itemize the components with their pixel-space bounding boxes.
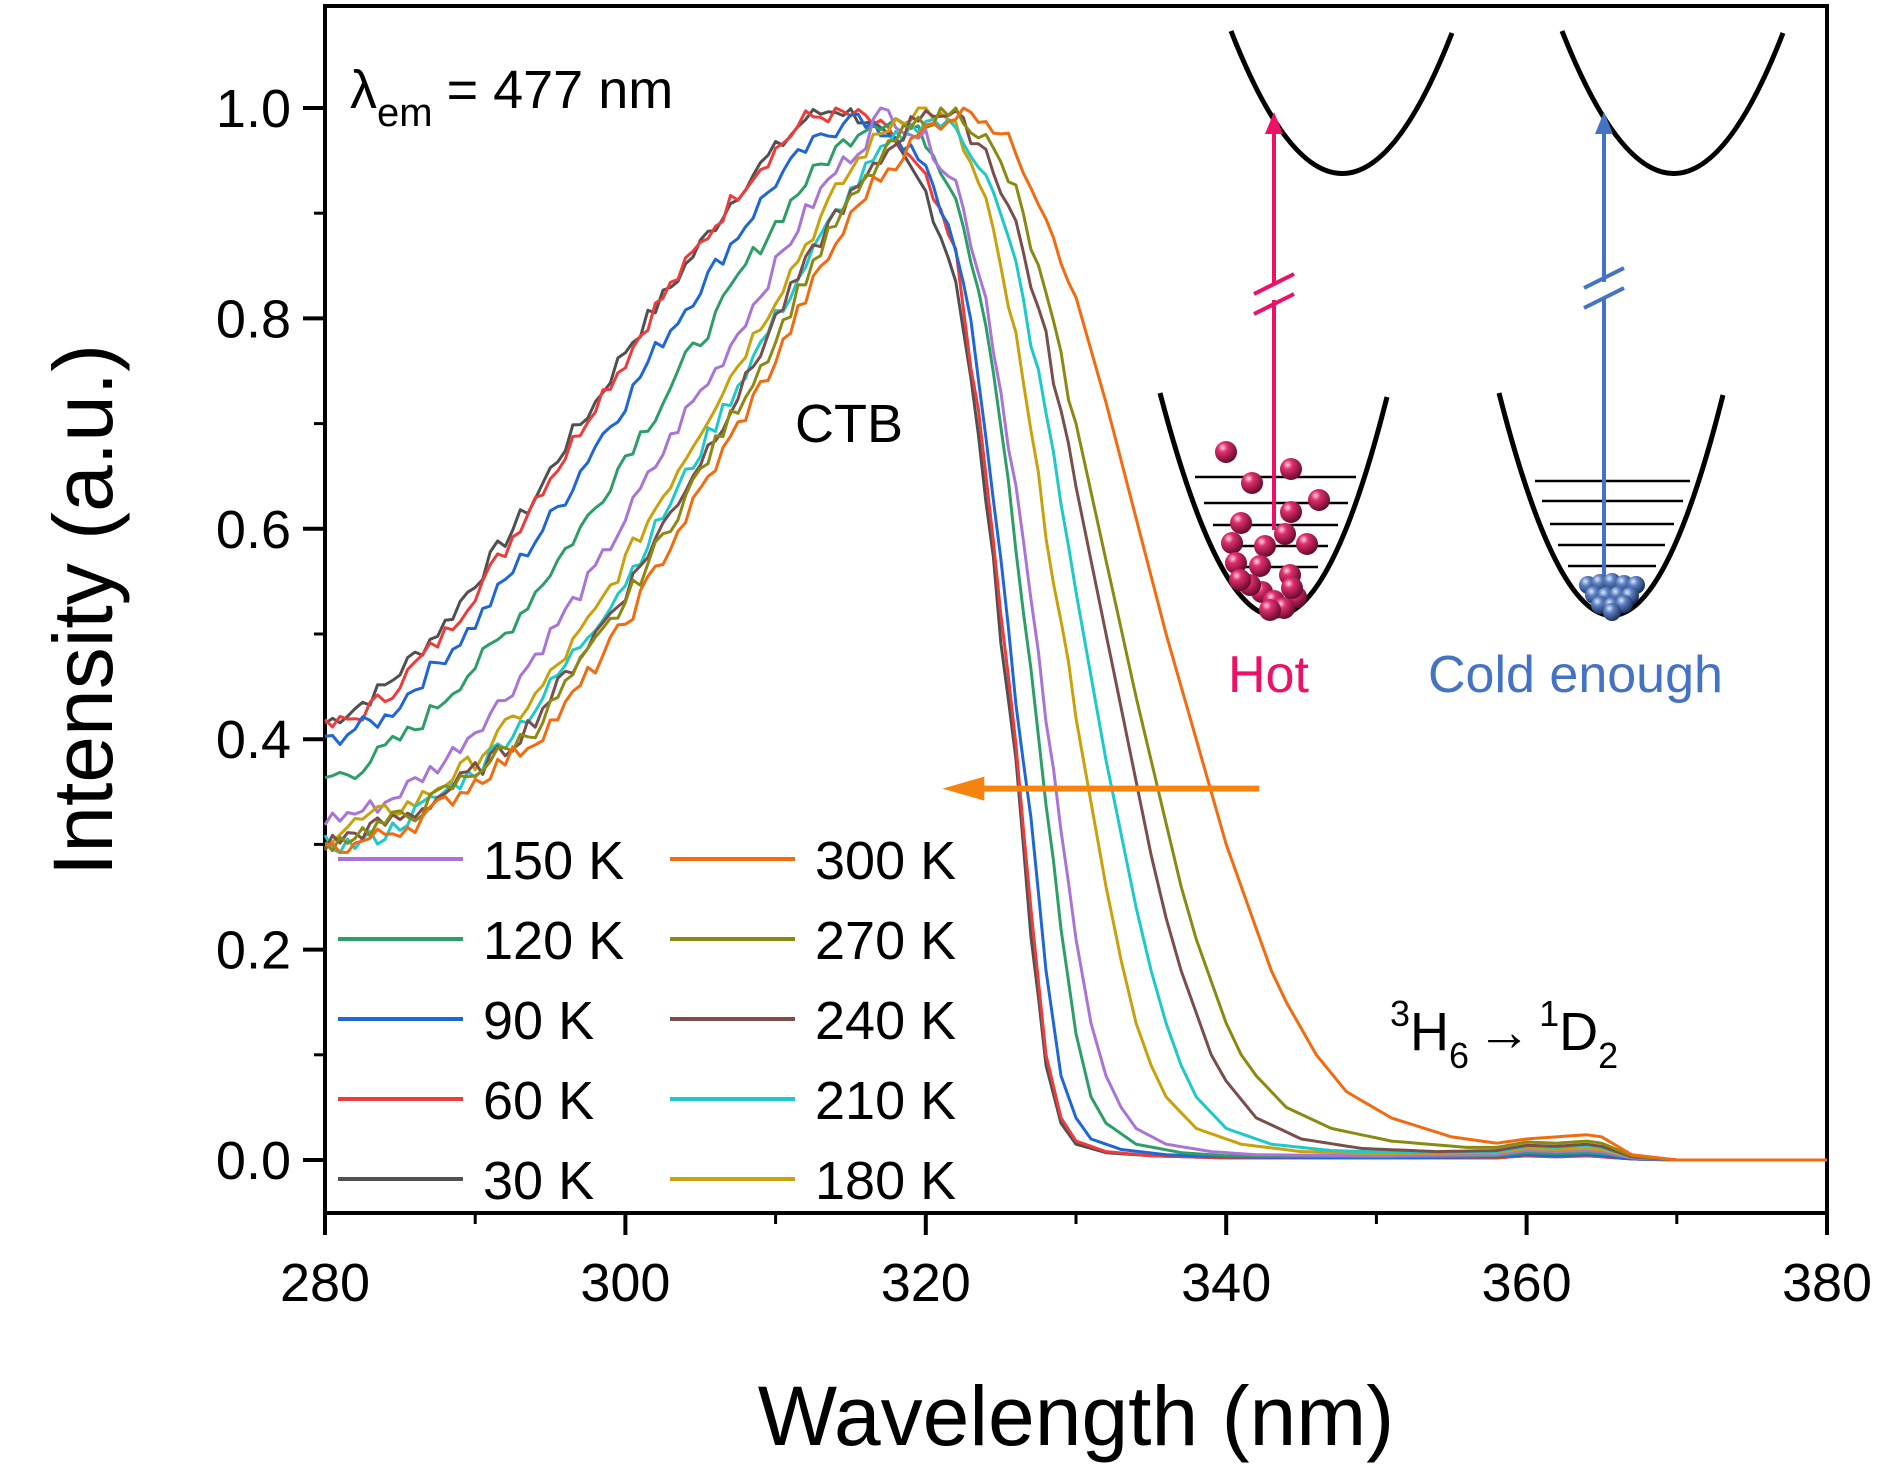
legend-item: 240 K [670,991,956,1051]
transition-left-sup: 3 [1390,993,1410,1034]
axis-break-mark [1583,266,1625,290]
transition-right-sup: 1 [1539,993,1559,1034]
legend-label: 90 K [483,991,594,1051]
y-axis-title: Intensity (a.u.) [36,344,130,876]
hot-particle [1296,533,1318,555]
axis-break-mark [1253,272,1295,296]
legend-label: 150 K [483,831,624,891]
lambda-symbol: λ [350,60,377,120]
hot-particle [1241,472,1263,494]
transition-right-term: D [1559,1002,1598,1062]
legend-item: 30 K [338,1151,594,1211]
excitation-arrow-cold [1583,112,1625,585]
x-tick-label: 380 [1782,1253,1872,1313]
transition-left-sub: 6 [1449,1035,1469,1076]
shift-arrow [942,776,1260,801]
y-tick-label: 0.8 [216,289,291,349]
hot-particle [1274,523,1296,545]
hot-label: Hot [1228,646,1309,704]
hot-particle [1280,501,1302,523]
hot-particle [1215,441,1237,463]
x-axis-title: Wavelength (nm) [758,1369,1394,1463]
y-tick-label: 0.4 [216,710,291,770]
legend-item: 270 K [670,911,956,971]
transition-right-sub: 2 [1598,1035,1618,1076]
series-line-150k [323,106,1827,1162]
hot-particle [1280,458,1302,480]
x-axis: 280 300 320 340 360 380 [280,1213,1872,1313]
legend-label: 240 K [815,991,956,1051]
cold-particle [1603,603,1621,621]
legend-label: 60 K [483,1071,594,1131]
hot-particle [1249,555,1271,577]
x-tick-label: 340 [1181,1253,1271,1313]
hot-particle [1225,552,1247,574]
cold-label: Cold enough [1428,646,1723,704]
lambda-value: = 477 nm [447,60,674,120]
legend-item: 90 K [338,991,594,1051]
hot-particle [1254,535,1276,557]
series-line-270k [323,106,1827,1162]
excited-state-curve-hot [1228,30,1455,176]
y-tick-label: 0.6 [216,500,291,560]
y-tick-label: 0.0 [216,1131,291,1191]
x-tick-label: 360 [1482,1253,1572,1313]
legend-label: 120 K [483,911,624,971]
legend-item: 60 K [338,1071,594,1131]
y-tick-label: 1.0 [216,79,291,139]
legend-item: 150 K [338,831,624,891]
legend: 150 K 120 K 90 K 60 K 30 K 300 K 270 K 240 K 210… [338,831,956,1211]
series-layer [323,106,1827,1162]
legend-item: 120 K [338,911,624,971]
x-tick-label: 320 [881,1253,971,1313]
series-line-180k [324,106,1827,1162]
inset-schematic: Hot Cold enough [1157,30,1786,704]
x-tick-label: 280 [280,1253,370,1313]
transition-label: 3H6 → 1D2 [1390,993,1618,1076]
vibrational-levels-cold [1535,479,1690,568]
legend-label: 300 K [815,831,956,891]
hot-particle [1281,577,1303,599]
hot-particle [1221,532,1243,554]
ctb-label: CTB [795,394,903,454]
legend-label: 270 K [815,911,956,971]
axis-break-mark [1253,292,1295,316]
excitation-arrow-hot [1253,112,1295,530]
transition-left-term: H [1410,1002,1449,1062]
hot-particle [1229,569,1251,591]
legend-item: 180 K [670,1151,956,1211]
series-line-120k [324,117,1827,1162]
transition-arrow: → [1477,1002,1531,1062]
lambda-subscript: em [377,91,433,135]
excitation-annotation: λem = 477 nm [350,60,673,135]
y-tick-label: 0.2 [216,921,291,981]
series-line-300k [324,106,1827,1162]
excited-state-curve-cold [1559,30,1786,176]
shift-arrow-head [942,776,985,801]
cold-population [1579,573,1645,621]
legend-item: 210 K [670,1071,956,1131]
hot-particle [1308,489,1330,511]
hot-particle [1259,599,1281,621]
hot-particle [1230,512,1252,534]
series-line-90k [324,112,1827,1162]
hot-population [1215,441,1330,621]
legend-label: 180 K [815,1151,956,1211]
x-tick-label: 300 [580,1253,670,1313]
legend-item: 300 K [670,831,956,891]
y-axis: 0.0 0.2 0.4 0.6 0.8 1.0 [216,79,325,1191]
legend-label: 30 K [483,1151,594,1211]
axis-break-mark [1583,286,1625,310]
legend-label: 210 K [815,1071,956,1131]
